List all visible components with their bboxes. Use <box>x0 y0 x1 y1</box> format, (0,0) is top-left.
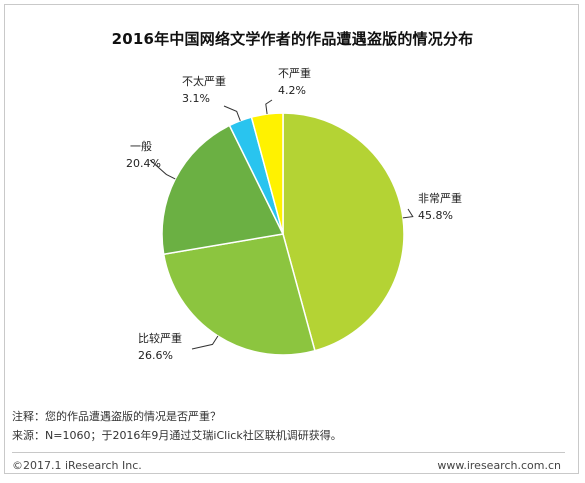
slice-label: 不严重 <box>278 66 311 80</box>
slice-label: 一般 <box>130 140 152 153</box>
chart-title: 2016年中国网络文学作者的作品遭遇盗版的情况分布 <box>111 30 474 48</box>
footer-divider <box>12 452 565 453</box>
leader-line <box>191 335 219 350</box>
leader-line <box>265 99 273 115</box>
slice-label: 比较严重 <box>138 331 182 345</box>
slice-value-label: 26.6% <box>138 349 173 362</box>
slice-value-label: 4.2% <box>278 84 306 97</box>
source-note: 来源：N=1060；于2016年9月通过艾瑞iClick社区联机调研获得。 <box>12 429 342 442</box>
slice-value-label: 3.1% <box>182 92 210 105</box>
slice-label: 不太严重 <box>182 74 226 88</box>
slice-value-label: 45.8% <box>418 209 453 222</box>
pie-slice <box>161 124 285 256</box>
pie-slice <box>250 112 284 235</box>
slice-label: 非常严重 <box>418 191 462 205</box>
website-link[interactable]: www.iresearch.com.cn <box>437 459 561 472</box>
leader-line <box>402 208 414 219</box>
leader-line <box>223 105 241 121</box>
slice-value-label: 20.4% <box>126 157 161 170</box>
pie-slice <box>162 233 316 356</box>
leader-line <box>149 159 176 180</box>
copyright-text: ©2017.1 iResearch Inc. <box>12 459 142 472</box>
question-note: 注释：您的作品遭遇盗版的情况是否严重？ <box>12 410 221 423</box>
